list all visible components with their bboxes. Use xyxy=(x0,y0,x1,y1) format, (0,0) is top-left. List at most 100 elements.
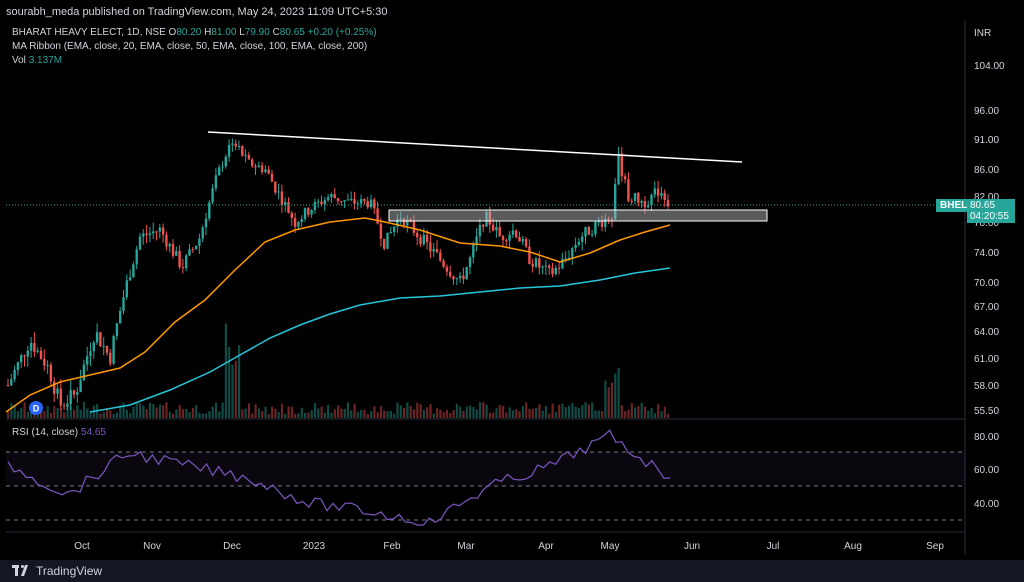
candle-body xyxy=(508,234,511,241)
candle-body xyxy=(402,218,406,226)
volume-bar xyxy=(241,409,244,418)
candle-body xyxy=(16,362,20,371)
candle-body xyxy=(99,332,102,347)
volume-bar xyxy=(403,407,406,418)
volume-bar xyxy=(627,409,630,418)
candle-body xyxy=(72,390,76,395)
volume-bar xyxy=(112,413,115,418)
candle-body xyxy=(287,202,290,213)
volume-bar xyxy=(43,411,46,418)
last-price-badge: 80.65 04:20:55 xyxy=(967,199,1015,223)
volume-bar xyxy=(541,410,544,418)
candle-body xyxy=(264,169,267,173)
candle-body xyxy=(386,232,389,249)
candle-body xyxy=(379,223,383,239)
rsi-legend[interactable]: RSI (14, close) 54.65 xyxy=(12,427,106,438)
candle-body xyxy=(544,265,548,267)
volume-bar xyxy=(601,411,604,418)
volume-bar xyxy=(452,410,455,418)
candle-body xyxy=(280,191,284,206)
candle-body xyxy=(33,342,36,352)
volume-bar xyxy=(614,373,617,418)
volume-bar xyxy=(459,406,462,418)
price-tick-label: 91.00 xyxy=(974,135,999,146)
volume-legend[interactable]: Vol 3.137M xyxy=(12,55,62,66)
volume-bar xyxy=(584,402,587,418)
price-tick-label: 78.00 xyxy=(974,218,999,229)
volume-bar xyxy=(660,411,663,418)
volume-bar xyxy=(406,402,409,418)
volume-bar xyxy=(261,411,264,418)
volume-bar xyxy=(663,406,666,418)
volume-bar xyxy=(333,409,336,418)
volume-bar xyxy=(399,405,402,418)
volume-bar xyxy=(115,412,119,418)
volume-bar xyxy=(168,411,171,418)
candle-body xyxy=(56,388,59,394)
volume-bar xyxy=(515,409,518,418)
volume-bar xyxy=(370,411,373,418)
candle-body xyxy=(69,390,72,405)
volume-bar xyxy=(373,406,376,418)
volume-bar xyxy=(591,402,594,418)
candle-body xyxy=(350,199,353,201)
volume-bar xyxy=(653,413,656,418)
candle-body xyxy=(633,193,637,201)
volume-bar xyxy=(162,405,165,418)
rsi-line xyxy=(7,429,671,526)
volume-bar xyxy=(106,408,109,418)
candle-body xyxy=(310,209,313,215)
volume-bar xyxy=(597,410,600,418)
volume-bar xyxy=(478,402,482,418)
candle-body xyxy=(224,156,227,167)
high-label: H xyxy=(204,27,212,38)
candle-body xyxy=(419,237,422,245)
volume-bar xyxy=(330,412,333,418)
candle-body xyxy=(373,199,376,209)
ma-ribbon-legend[interactable]: MA Ribbon (EMA, close, 20, EMA, close, 5… xyxy=(12,41,367,52)
volume-bar xyxy=(439,409,442,418)
candle-body xyxy=(623,176,627,180)
volume-bar xyxy=(449,413,452,418)
candle-body xyxy=(472,244,475,258)
volume-bar xyxy=(551,403,554,418)
volume-bar xyxy=(198,412,201,418)
price-tick-label: 74.00 xyxy=(974,248,999,259)
candle-body xyxy=(270,173,274,182)
volume-bar xyxy=(568,405,571,418)
volume-label: Vol xyxy=(12,55,26,66)
candle-body xyxy=(119,310,122,324)
price-chart-svg[interactable]: 104.00 96.00 91.00 86.00 82.00 78.00 74.00 70.0… xyxy=(0,0,1024,560)
volume-bar xyxy=(224,323,227,418)
candle-body xyxy=(554,267,557,275)
candle-body xyxy=(541,266,544,268)
candle-body xyxy=(284,202,287,206)
candle-body xyxy=(76,392,79,395)
high-value: 81.00 xyxy=(211,27,237,38)
candle-body xyxy=(475,236,478,245)
candle-body xyxy=(406,219,409,226)
candle-body xyxy=(59,388,62,406)
candle-body xyxy=(524,239,528,247)
rsi-label: RSI (14, close) xyxy=(12,427,79,438)
candle-body xyxy=(247,154,251,160)
candle-body xyxy=(356,203,359,205)
volume-bar xyxy=(251,413,254,418)
candle-body xyxy=(86,356,89,365)
candle-body xyxy=(452,276,455,280)
volume-bar xyxy=(238,345,241,418)
time-tick-label: 2023 xyxy=(303,541,326,552)
change-value: +0.20 (+0.25%) xyxy=(307,27,377,38)
volume-bar xyxy=(482,402,485,418)
volume-bar xyxy=(472,407,475,418)
candle-body xyxy=(650,194,653,206)
tradingview-logo[interactable]: TradingView xyxy=(12,564,102,578)
volume-bar xyxy=(436,408,439,418)
volume-bar xyxy=(208,411,211,418)
candle-body xyxy=(313,202,317,210)
low-value: 79.90 xyxy=(244,27,270,38)
symbol-legend[interactable]: BHARAT HEAVY ELECT, 1D, NSE O80.20 H81.0… xyxy=(12,27,377,38)
volume-bar xyxy=(86,408,89,418)
candle-body xyxy=(23,355,26,357)
candle-body xyxy=(505,240,508,242)
